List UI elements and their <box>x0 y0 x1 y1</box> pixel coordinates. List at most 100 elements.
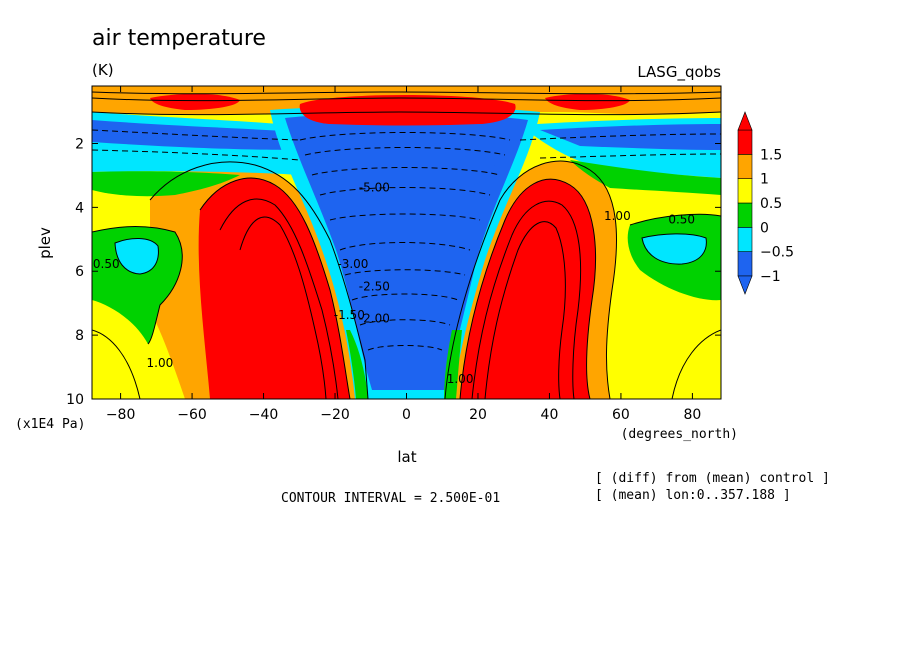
y-tick-label: 6 <box>75 264 84 280</box>
colorbar-label: 0.5 <box>760 196 782 212</box>
contour-line <box>319 187 491 196</box>
field-red-core-south <box>246 203 270 247</box>
field-red-top-north <box>545 93 630 110</box>
colorbar-bin <box>737 202 753 228</box>
contour-line <box>219 198 339 399</box>
field-red-south <box>198 178 350 399</box>
contour-line <box>359 319 451 326</box>
contour-labels: 0.50 1.00 0.50 1.00 -3.00 -2.50 -2.00-1.50 -5.0… <box>93 180 695 386</box>
contour-line <box>114 238 159 275</box>
contour-line <box>539 153 721 159</box>
colorbar-arrow-bottom <box>737 275 753 295</box>
colorbar-arrow-top <box>737 111 753 131</box>
contour-line <box>519 133 721 141</box>
colorbar-bin <box>737 129 753 155</box>
x-tick-label: 60 <box>612 407 630 423</box>
contour-line <box>299 132 511 141</box>
contour-line <box>471 200 582 399</box>
contour-line <box>641 233 707 265</box>
contour-line <box>92 226 183 345</box>
x-tick-label: 20 <box>469 407 487 423</box>
contour-label: -2.50 <box>359 279 390 293</box>
y-tick-label: 2 <box>75 136 84 152</box>
colorbar-label: 1.5 <box>760 147 782 163</box>
contour-label: -1.50 <box>334 308 365 322</box>
x-tick-label: −40 <box>249 407 279 423</box>
colorbar-label: −1 <box>760 269 781 285</box>
colorbar-bin <box>737 227 753 252</box>
colorbar-label: 0 <box>760 220 769 236</box>
negative-contour-lines <box>92 129 721 351</box>
x-tick-label: −20 <box>320 407 350 423</box>
x-axis-label: lat <box>397 448 416 466</box>
x-tick-label: 0 <box>402 407 411 423</box>
y-axis-label: plev <box>36 227 54 259</box>
contour-label: 0.50 <box>93 257 120 271</box>
contour-line <box>92 149 301 161</box>
field-cyan-north <box>642 233 707 265</box>
field-green-south <box>92 226 183 344</box>
x-tick-label: 80 <box>683 407 701 423</box>
contour-line <box>629 213 721 226</box>
y-tick-label: 4 <box>75 200 84 216</box>
x-axis: −80 −60 −40 −20 0 20 40 60 80 <box>106 86 701 423</box>
contour-label: 1.00 <box>147 356 174 370</box>
y-axis: 2 4 6 8 10 <box>66 136 721 408</box>
contour-line <box>484 221 566 399</box>
colorbar-label: 1 <box>760 172 769 188</box>
contour-line <box>92 111 721 116</box>
contour-line <box>92 91 721 95</box>
field-upper-band-green-north <box>570 160 721 195</box>
colorbar: 1.5 1 0.5 0 −0.5 −1 <box>737 111 794 295</box>
contour-line <box>92 97 721 102</box>
contour-line <box>459 178 596 399</box>
contour-line <box>351 293 459 301</box>
contour-lines <box>92 91 721 399</box>
y-tick-label: 10 <box>66 392 84 408</box>
contour-label: 1.00 <box>604 209 631 223</box>
contour-line <box>367 345 443 351</box>
contour-interval: CONTOUR INTERVAL = 2.500E-01 <box>281 491 500 506</box>
x-tick-label: 40 <box>541 407 559 423</box>
contour-line <box>199 177 351 399</box>
x-tick-label: −60 <box>177 407 207 423</box>
contour-line <box>311 167 501 176</box>
note-mean: [ (mean) lon:0..357.188 ] <box>595 488 791 503</box>
chart-title: air temperature <box>92 26 266 51</box>
chart-units: (K) <box>92 61 114 79</box>
contour-line <box>344 269 466 276</box>
contour-line <box>149 161 369 399</box>
contour-label: -2.00 <box>359 311 390 325</box>
colorbar-bin <box>737 154 753 179</box>
note-diff: [ (diff) from (mean) control ] <box>595 471 830 486</box>
contour-line <box>339 242 471 251</box>
colorbar-bin <box>737 251 753 277</box>
contour-line <box>329 213 481 221</box>
field-red-top-south <box>150 93 240 110</box>
plot-area: 0.50 1.00 0.50 1.00 -3.00 -2.50 -2.00-1.50 -5.0… <box>92 86 721 399</box>
dataset-label: LASG_qobs <box>637 63 721 82</box>
field-upper-band-blue-north <box>540 124 721 150</box>
contour-line <box>92 129 301 141</box>
y-axis-units: (x1E4 Pa) <box>15 417 85 432</box>
contour-label: -5.00 <box>359 180 390 194</box>
contour-line <box>444 160 618 399</box>
contour-line <box>239 216 327 399</box>
contour-line <box>671 329 721 399</box>
field-green-center-north <box>444 330 462 399</box>
field-red-top <box>299 95 516 126</box>
contour-label: -3.00 <box>337 257 368 271</box>
contour-label: 1.00 <box>447 372 474 386</box>
field-green-center-south <box>346 330 368 399</box>
x-axis-units: (degrees_north) <box>621 427 738 442</box>
y-tick-label: 8 <box>75 328 84 344</box>
x-tick-label: −80 <box>106 407 136 423</box>
colorbar-bin <box>737 178 753 204</box>
contour-label: 0.50 <box>668 212 695 226</box>
colorbar-label: −0.5 <box>760 245 794 261</box>
field-red-core-north <box>543 203 567 247</box>
field-cyan-south <box>115 238 159 274</box>
contour-line <box>304 147 506 156</box>
contour-line <box>92 329 141 399</box>
